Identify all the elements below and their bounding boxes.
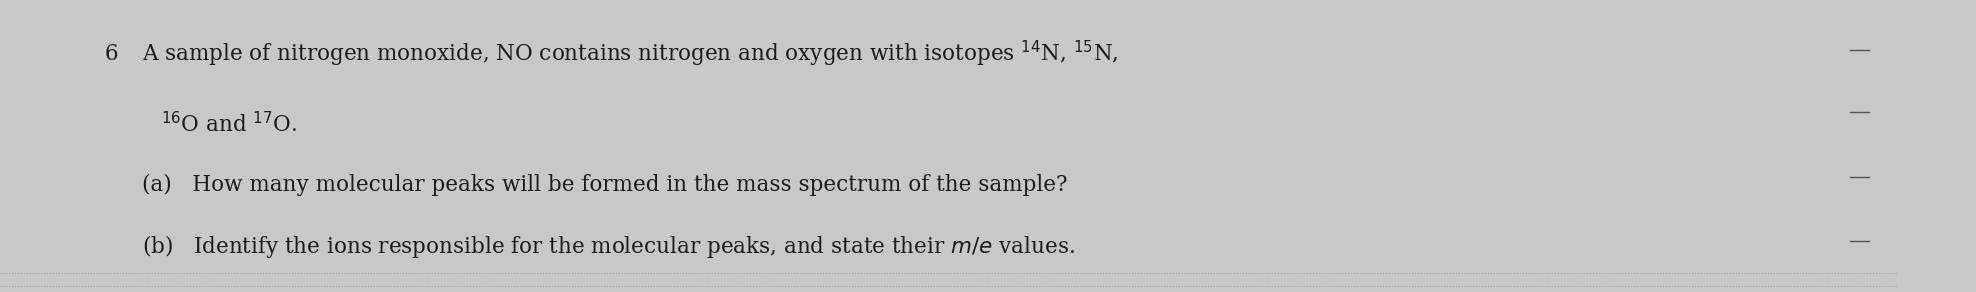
Text: A sample of nitrogen monoxide, NO contains nitrogen and oxygen with isotopes $^{: A sample of nitrogen monoxide, NO contai… [142,39,1118,69]
Text: 6: 6 [105,43,119,65]
Text: $^{16}$O and $^{17}$O.: $^{16}$O and $^{17}$O. [162,112,296,137]
Text: (a)   How many molecular peaks will be formed in the mass spectrum of the sample: (a) How many molecular peaks will be for… [142,174,1067,197]
Text: (b)   Identify the ions responsible for the molecular peaks, and state their $\m: (b) Identify the ions responsible for th… [142,233,1075,260]
